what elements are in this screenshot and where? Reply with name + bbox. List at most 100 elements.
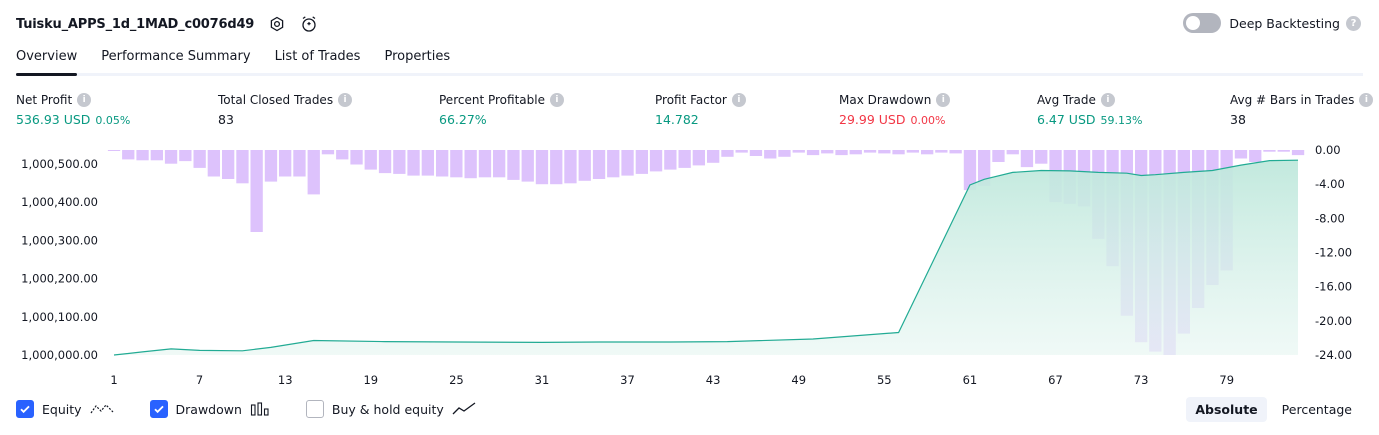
x-tick-label: 7 — [196, 373, 203, 387]
drawdown-bar — [122, 150, 135, 160]
drawdown-bar — [150, 150, 163, 161]
axes: 1,000,000.00 1,000,100.00 1,000,200.00 1,00… — [21, 143, 1352, 387]
buy-hold-line-icon — [452, 402, 476, 416]
stat-label: Total Closed Trades — [218, 93, 334, 107]
drawdown-bars-icon — [250, 402, 270, 416]
drawdown-checkbox[interactable] — [149, 400, 168, 418]
info-icon[interactable]: i — [338, 93, 353, 107]
drawdown-bar — [963, 150, 977, 191]
equity-area — [114, 160, 1298, 355]
equity-checkbox[interactable] — [16, 400, 34, 418]
drawdown-bar — [692, 150, 705, 166]
legend-buy-hold[interactable]: Buy & hold equity — [305, 400, 476, 418]
legend-equity[interactable]: Equity — [16, 400, 114, 418]
equity-tick-label: 1,000,300.00 — [21, 233, 98, 247]
deep-backtesting: Deep Backtesting ? — [1183, 13, 1361, 33]
x-tick-label: 1 — [110, 373, 117, 387]
info-icon[interactable]: i — [549, 93, 564, 107]
stat-label: Max Drawdown — [839, 93, 932, 107]
stat-label: Net Profit — [16, 93, 73, 107]
equity-tick-label: 1,000,500.00 — [21, 157, 98, 171]
stat-label: Profit Factor — [655, 93, 727, 107]
drawdown-bar — [450, 150, 463, 178]
drawdown-tick-label: -8.00 — [1315, 211, 1345, 225]
drawdown-bar — [350, 150, 363, 165]
legend-label: Drawdown — [175, 401, 242, 417]
drawdown-bar — [749, 150, 763, 156]
drawdown-bar — [478, 150, 492, 178]
drawdown-bar — [635, 150, 648, 174]
x-tick-label: 37 — [620, 373, 635, 387]
legend-drawdown[interactable]: Drawdown — [149, 400, 270, 418]
drawdown-bar — [507, 150, 520, 180]
drawdown-bar — [1006, 150, 1019, 155]
stat-max-drawdown: Max Drawdown i 29.99 USD 0.00% — [839, 93, 951, 127]
deep-backtesting-label: Deep Backtesting — [1229, 15, 1340, 31]
mode-absolute[interactable]: Absolute — [1186, 397, 1267, 422]
drawdown-bar — [364, 150, 377, 170]
tab-list-of-trades[interactable]: List of Trades — [274, 49, 361, 64]
tab-performance-summary[interactable]: Performance Summary — [101, 49, 251, 64]
mode-percentage[interactable]: Percentage — [1281, 402, 1352, 417]
drawdown-bar — [193, 150, 206, 168]
x-tick-label: 31 — [535, 373, 550, 387]
drawdown-bar — [849, 150, 862, 155]
legend-label: Equity — [42, 401, 82, 417]
info-icon[interactable]: i — [77, 93, 92, 107]
drawdown-bar — [136, 150, 149, 161]
tab-properties[interactable]: Properties — [384, 49, 451, 64]
stat-net-profit: Net Profit i 536.93 USD 0.05% — [16, 93, 130, 127]
drawdown-bar — [207, 150, 220, 177]
x-tick-label: 61 — [963, 373, 978, 387]
drawdown-bar — [407, 150, 420, 176]
drawdown-bar — [264, 150, 278, 182]
info-icon[interactable]: i — [731, 93, 746, 107]
drawdown-tick-label: -16.00 — [1315, 280, 1352, 294]
equity-line — [113, 159, 1299, 356]
drawdown-bar — [935, 150, 948, 153]
drawdown-bar — [107, 150, 121, 151]
drawdown-bar — [421, 150, 434, 176]
chart-legend: Equity Drawdown Buy & hold equity — [16, 400, 512, 418]
drawdown-bar — [578, 150, 591, 181]
drawdown-bar — [792, 150, 805, 153]
stat-value: 14.782 — [655, 112, 699, 127]
strategy-header: Tuisku_APPS_1d_1MAD_c0076d49 — [16, 12, 318, 36]
drawdown-bar — [992, 150, 1005, 162]
x-tick-label: 49 — [791, 373, 806, 387]
info-icon[interactable]: i — [936, 93, 951, 107]
info-icon[interactable]: i — [1359, 93, 1374, 107]
stat-value: 6.47 USD — [1037, 112, 1096, 127]
help-icon[interactable]: ? — [1346, 15, 1361, 31]
drawdown-bar — [607, 150, 620, 178]
drawdown-bar — [707, 150, 720, 163]
drawdown-bar — [892, 150, 905, 155]
drawdown-bar — [307, 150, 320, 195]
drawdown-bar — [550, 150, 563, 185]
stat-profit-factor: Profit Factor i 14.782 — [655, 93, 746, 127]
stat-avg-trade: Avg Trade i 6.47 USD 59.13% — [1037, 93, 1142, 127]
drawdown-bar — [649, 150, 663, 172]
drawdown-tick-label: -24.00 — [1315, 348, 1352, 362]
stat-label: Avg Trade — [1037, 93, 1096, 107]
drawdown-bar — [222, 150, 235, 179]
equity-line-icon — [90, 402, 114, 416]
drawdown-bar — [664, 150, 677, 170]
drawdown-bar — [1020, 150, 1034, 168]
info-icon[interactable]: i — [1100, 93, 1115, 107]
stat-avg-bars: Avg # Bars in Trades i 38 — [1230, 93, 1374, 127]
drawdown-bar — [521, 150, 534, 182]
tab-overview[interactable]: Overview — [16, 40, 78, 76]
settings-icon[interactable] — [268, 15, 286, 33]
drawdown-bar — [1249, 150, 1262, 162]
drawdown-tick-label: -12.00 — [1315, 246, 1352, 260]
x-tick-label: 67 — [1048, 373, 1063, 387]
buy-hold-checkbox[interactable] — [305, 400, 324, 418]
drawdown-bar — [978, 150, 991, 186]
deep-backtesting-toggle[interactable] — [1183, 13, 1222, 33]
add-alert-icon[interactable] — [300, 15, 318, 33]
stat-percent-profitable: Percent Profitable i 66.27% — [439, 93, 564, 127]
drawdown-bar — [1291, 150, 1305, 156]
stats-row: Net Profit i 536.93 USD 0.05% Total Closed… — [0, 93, 1379, 133]
x-tick-label: 25 — [449, 373, 464, 387]
